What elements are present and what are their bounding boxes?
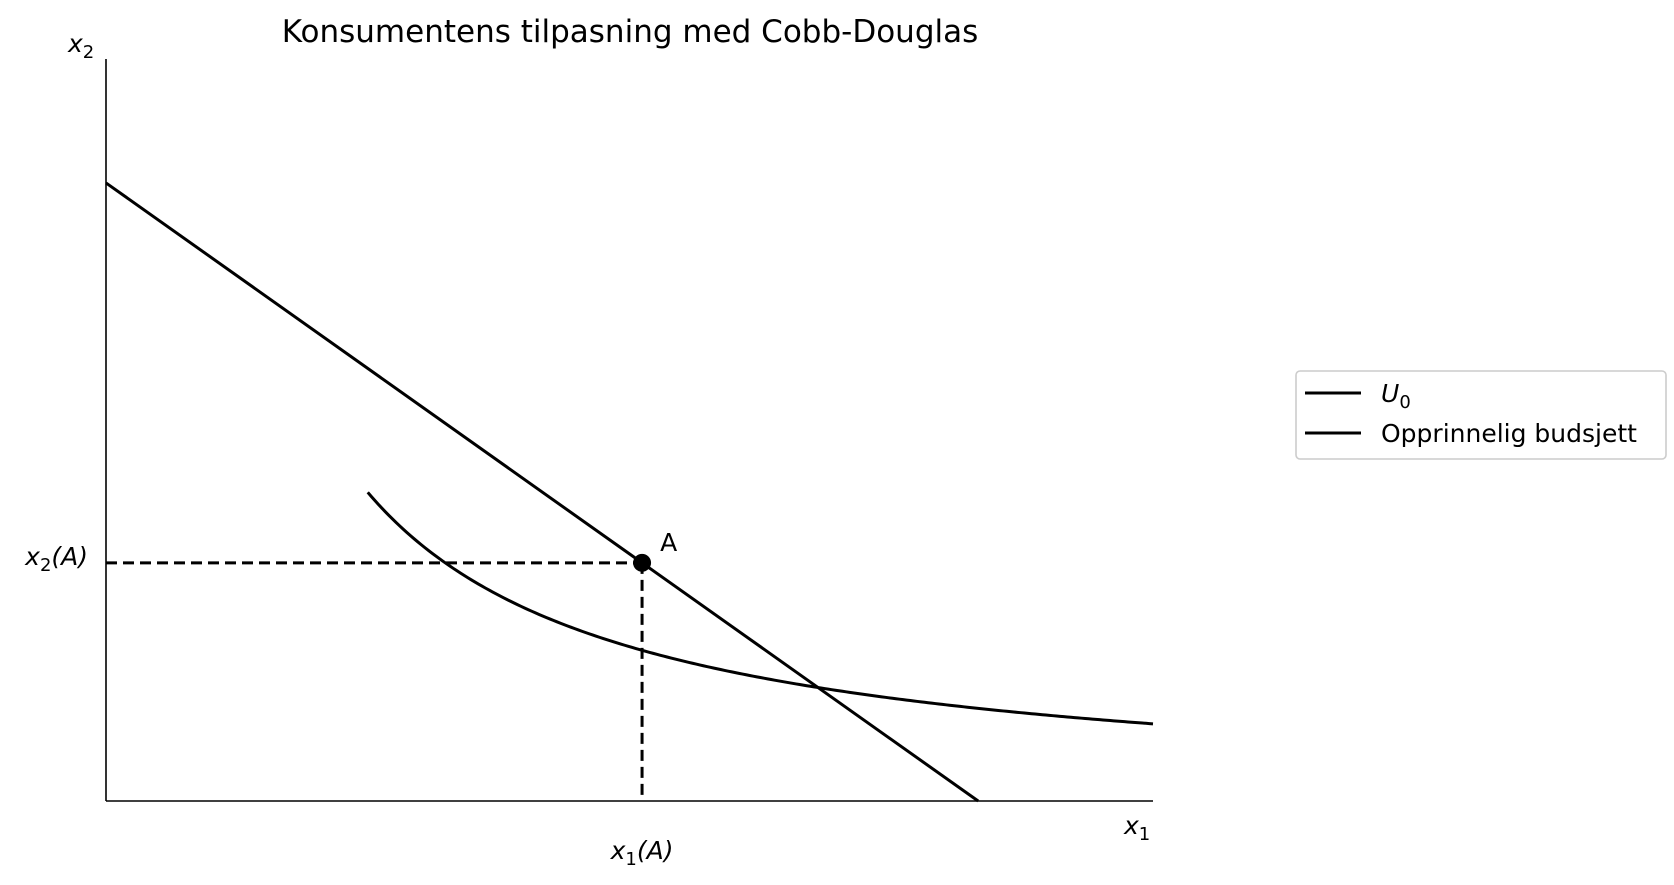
- y-tick-base: x: [24, 542, 40, 571]
- point-label-A: A: [660, 528, 677, 557]
- x-tick-base: x: [610, 836, 626, 865]
- budget-line: [105, 181, 980, 803]
- y-axis-label: x2: [67, 29, 94, 63]
- x-tick-sub: 1: [625, 849, 636, 870]
- legend-label-u0-base: U: [1381, 379, 1399, 408]
- legend: U0 Opprinnelig budsjett: [1295, 370, 1667, 460]
- y-tick-label-x2A: x2(A): [24, 542, 88, 576]
- x-axis-label-base: x: [1123, 811, 1139, 840]
- y-tick-suffix: (A): [51, 542, 88, 571]
- tangency-point-A: [633, 553, 652, 572]
- y-tick-sub: 2: [40, 555, 51, 576]
- legend-frame: [1295, 370, 1667, 460]
- indifference-curve-u0: [366, 491, 1154, 726]
- y-axis-label-base: x: [67, 29, 83, 58]
- x-tick-label-x1A: x1(A): [610, 836, 674, 870]
- legend-label-budget: Opprinnelig budsjett: [1381, 419, 1637, 448]
- x-axis-label: x1: [1123, 811, 1150, 845]
- y-axis-label-sub: 2: [83, 42, 94, 63]
- plot-area: [105, 181, 1154, 803]
- legend-label-u0: U0: [1381, 379, 1411, 413]
- chart-title: Konsumentens tilpasning med Cobb-Douglas: [282, 14, 979, 50]
- x-tick-suffix: (A): [637, 836, 674, 865]
- legend-label-u0-sub: 0: [1399, 392, 1410, 413]
- x-axis-label-sub: 1: [1139, 824, 1150, 845]
